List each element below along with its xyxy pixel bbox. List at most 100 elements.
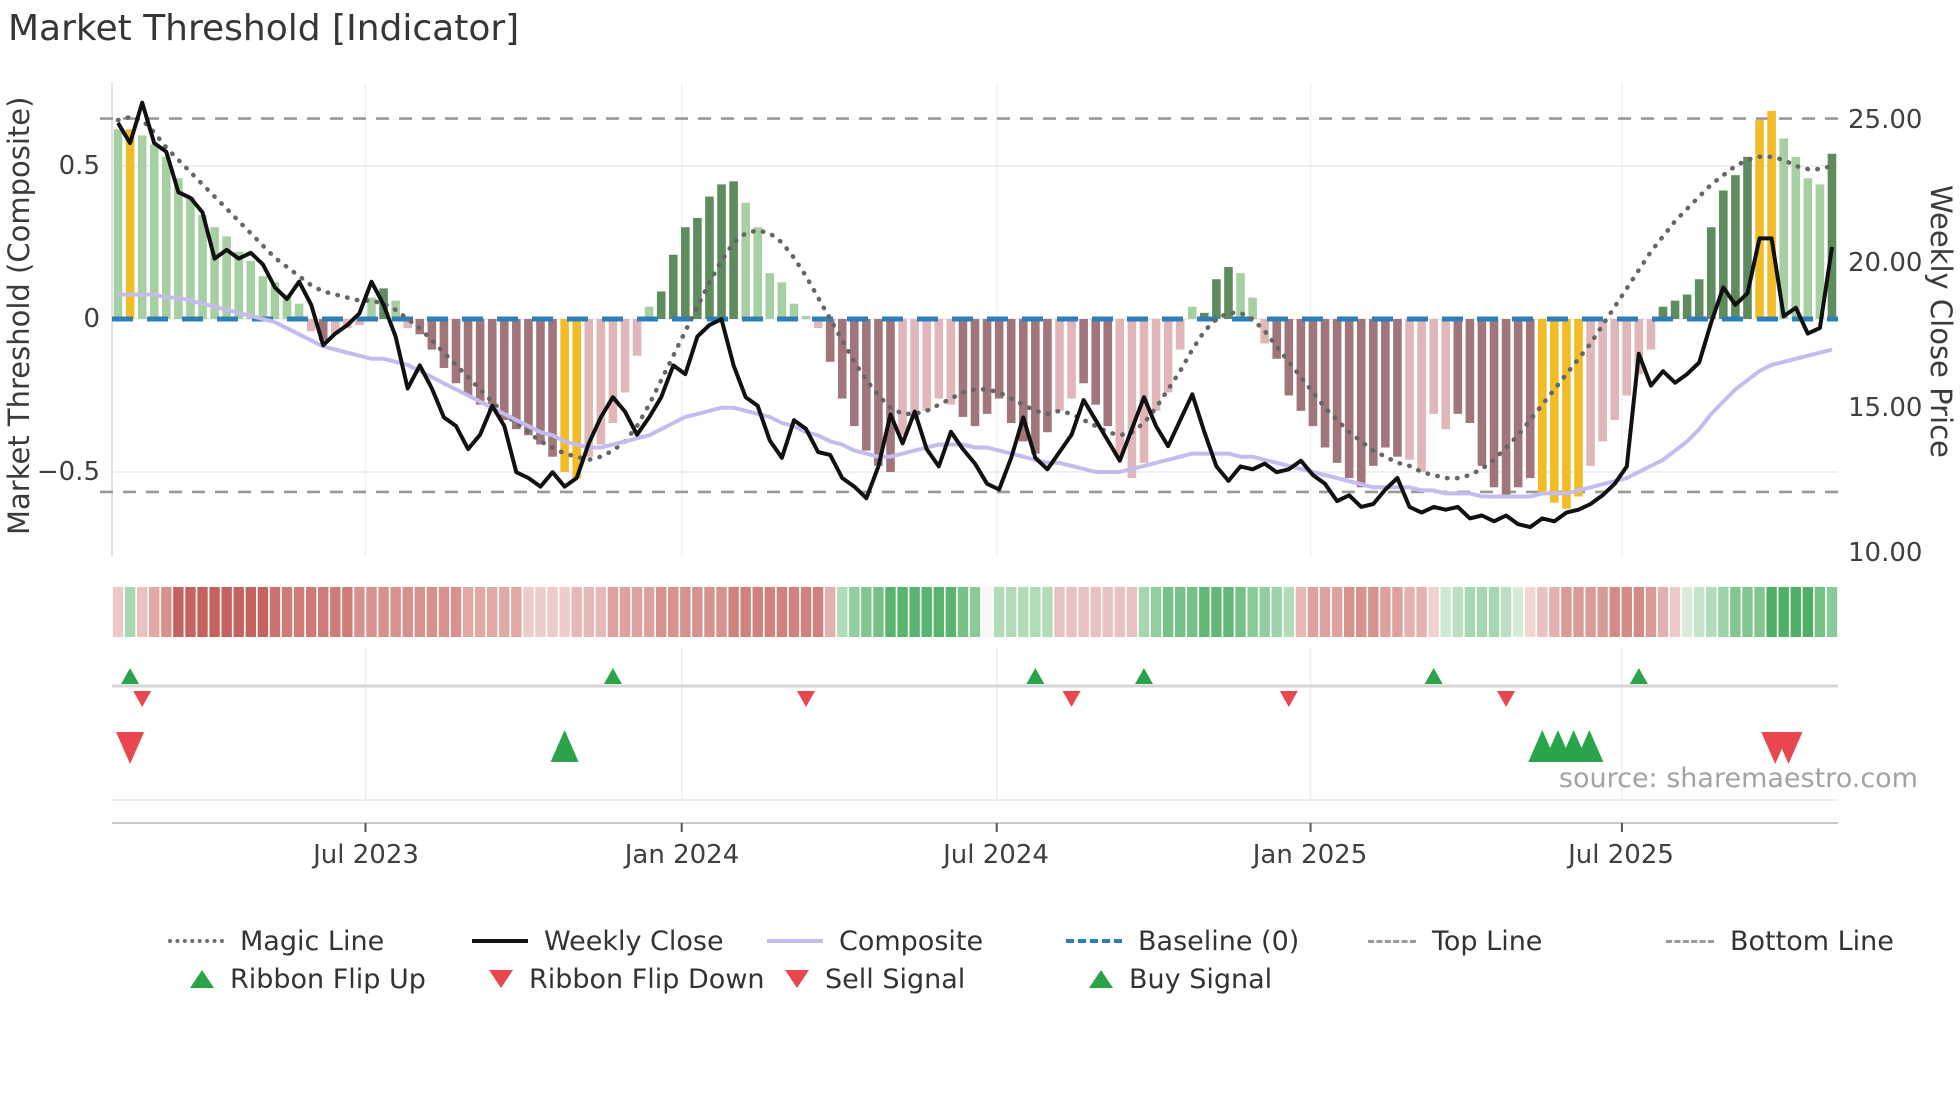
ribbon-cell	[800, 587, 812, 637]
threshold-bar	[1550, 319, 1559, 503]
threshold-bar	[1344, 319, 1354, 479]
ribbon-cell	[1766, 587, 1777, 637]
magic-line-series	[115, 114, 1835, 481]
ribbon-cell	[1488, 587, 1500, 637]
ribbon-cell	[1187, 587, 1198, 637]
ribbon-cell	[474, 587, 486, 637]
ribbon-cell	[1247, 587, 1258, 637]
threshold-bar	[693, 218, 702, 319]
ribbon-cell	[1621, 587, 1632, 637]
threshold-bar	[1803, 178, 1813, 319]
threshold-bar	[1139, 319, 1149, 463]
ribbon-cell	[1754, 587, 1765, 637]
threshold-bar	[536, 319, 545, 445]
legend-item-sell-signal: Sell Signal	[785, 962, 965, 996]
threshold-bar	[1477, 319, 1487, 466]
ribbon-flip-up-icon	[190, 970, 214, 988]
threshold-bar	[548, 319, 557, 457]
threshold-bar	[934, 319, 944, 399]
ribbon-cell	[1549, 587, 1560, 637]
ribbon-cell	[173, 587, 184, 637]
ribbon-cell	[1066, 587, 1077, 637]
ribbon-cell	[390, 587, 401, 637]
legend-item-ribbon-flip-up: Ribbon Flip Up	[190, 962, 426, 996]
ribbon-cell	[752, 587, 763, 637]
threshold-bar	[1393, 319, 1402, 457]
ribbon-cell	[1283, 587, 1295, 637]
threshold-bar	[886, 319, 895, 472]
threshold-bar	[1103, 319, 1113, 427]
threshold-bar	[1743, 156, 1752, 319]
threshold-bar	[620, 319, 630, 393]
ribbon-cell	[511, 587, 522, 637]
threshold-bar	[1248, 297, 1257, 319]
ribbon-cell	[1174, 587, 1186, 637]
ribbon-cell	[1319, 587, 1331, 637]
threshold-bar	[524, 319, 533, 436]
threshold-bar	[777, 282, 787, 319]
threshold-bar	[1670, 300, 1680, 319]
ribbon-cell	[1585, 587, 1596, 637]
threshold-bar	[1320, 319, 1330, 448]
threshold-bar	[970, 319, 980, 427]
threshold-bar	[1175, 319, 1185, 350]
ribbon-cell	[1030, 587, 1041, 637]
threshold-bar	[1441, 319, 1451, 430]
threshold-bar	[596, 319, 606, 445]
threshold-bar	[306, 319, 316, 332]
threshold-bar	[222, 236, 231, 319]
ribbon-cell	[631, 587, 643, 637]
ribbon-cell	[221, 587, 232, 637]
ribbon-cell	[124, 587, 136, 637]
ribbon-cell	[655, 587, 667, 637]
threshold-bar	[862, 319, 871, 451]
ribbon-cell	[861, 587, 872, 637]
ribbon-cell	[619, 587, 631, 637]
legend-label: Bottom Line	[1730, 925, 1894, 957]
magic-line-swatch-icon	[168, 939, 224, 943]
threshold-bar	[198, 214, 207, 319]
ribbon-cell	[692, 587, 703, 637]
legend-label: Ribbon Flip Down	[529, 963, 765, 995]
ribbon-flip-down-marker	[1279, 691, 1298, 707]
threshold-bar	[451, 319, 461, 384]
ribbon-cell	[824, 587, 836, 637]
threshold-bar	[1779, 138, 1788, 319]
threshold-bar	[1586, 319, 1595, 466]
threshold-bar	[1405, 319, 1414, 460]
threshold-bar	[1429, 319, 1438, 414]
threshold-bar	[330, 319, 340, 335]
threshold-bar	[813, 319, 823, 329]
threshold-bar	[1006, 319, 1016, 424]
ribbon-cell	[716, 587, 727, 637]
threshold-bar	[1731, 175, 1740, 319]
legend-item-ribbon-flip-down: Ribbon Flip Down	[489, 962, 765, 996]
threshold-bar	[717, 184, 726, 319]
ribbon-cell	[981, 587, 993, 637]
threshold-bar	[270, 282, 280, 319]
ribbon-cell	[764, 587, 776, 637]
ribbon-cell	[354, 587, 365, 637]
ribbon-cell	[1126, 587, 1138, 637]
threshold-bar	[1031, 319, 1040, 454]
ribbon-flip-up-marker	[603, 668, 622, 684]
threshold-bar	[1151, 319, 1161, 411]
ribbon-cell	[788, 587, 800, 637]
threshold-bar	[1719, 190, 1728, 319]
ribbon-cell	[704, 587, 715, 637]
ribbon-flip-up-marker	[1134, 668, 1153, 684]
top-line-swatch-icon	[1368, 939, 1416, 943]
threshold-bar	[765, 273, 775, 319]
ribbon-cell	[450, 587, 462, 637]
ribbon-cell	[571, 587, 582, 637]
ribbon-cell	[547, 587, 558, 637]
threshold-bar	[282, 294, 292, 319]
ribbon-cell	[1102, 587, 1113, 637]
ribbon-cell	[1138, 587, 1150, 637]
threshold-bar	[1767, 110, 1776, 319]
ribbon-cell	[1428, 587, 1439, 637]
threshold-bar	[246, 260, 256, 319]
threshold-bar	[1815, 184, 1825, 319]
ribbon-cell	[945, 587, 957, 637]
buy-signal-icon	[1089, 970, 1113, 988]
